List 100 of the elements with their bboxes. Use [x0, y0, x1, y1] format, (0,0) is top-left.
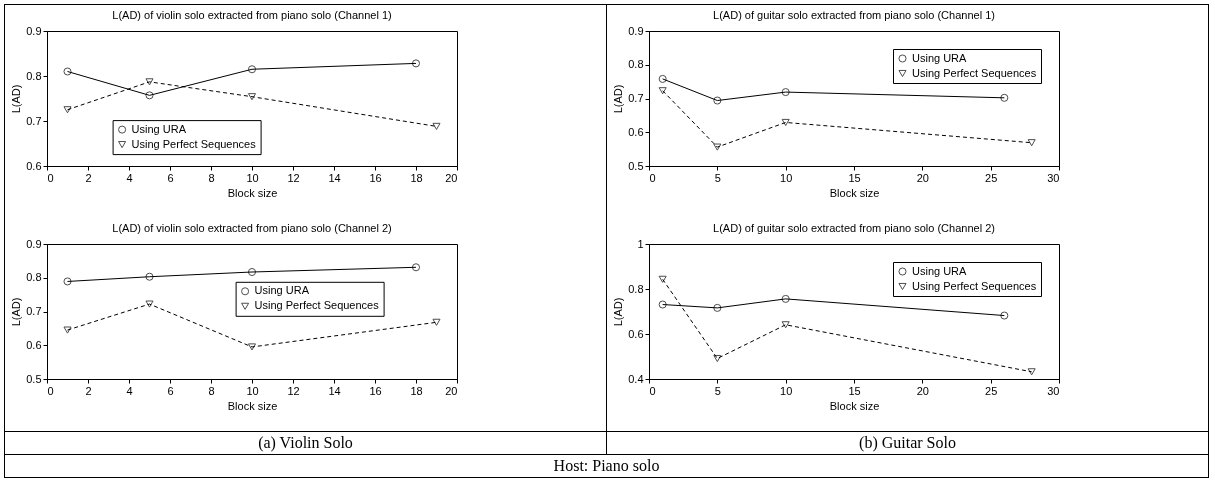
legend-label: Using Perfect Sequences — [912, 66, 1037, 79]
x-tick-label: 0 — [47, 384, 54, 397]
point — [1000, 93, 1009, 102]
point — [247, 93, 257, 101]
point — [145, 300, 154, 308]
text: (a) Violin Solo — [4, 431, 607, 455]
point — [411, 59, 421, 68]
x-tick-label: 0 — [649, 171, 656, 184]
point — [145, 91, 154, 100]
y-tick-label: 0.8 — [628, 282, 644, 295]
x-tick-label: 10 — [246, 384, 259, 397]
x-tick-label: 18 — [410, 171, 423, 184]
chart-title: L(AD) of violin solo extracted from piano solo (Channel 1) — [112, 9, 392, 21]
legend-label: Using Perfect Sequences — [131, 137, 257, 150]
point — [658, 275, 667, 283]
x-tick-label: 25 — [985, 171, 998, 184]
point — [713, 96, 722, 105]
x-tick-label: 2 — [85, 384, 92, 397]
chart-title: L(AD) of guitar solo extracted from piano solo (Channel 2) — [713, 222, 995, 234]
legend-label: Using URA — [912, 51, 968, 64]
x-tick-label: 8 — [208, 171, 215, 184]
y-tick-label: 0.5 — [628, 159, 644, 172]
point — [1000, 311, 1009, 320]
point — [63, 326, 72, 334]
x-tick-label: 6 — [167, 171, 174, 184]
x-tick-label: 10 — [780, 171, 793, 184]
point — [432, 122, 441, 130]
point — [658, 74, 667, 83]
x-tick-label: 30 — [1047, 171, 1060, 184]
x-axis-title: Block size — [227, 186, 278, 199]
y-tick-label: 0.8 — [26, 271, 42, 284]
legend-label: Using URA — [912, 264, 968, 277]
y-tick-label: 0.9 — [26, 237, 42, 250]
x-tick-label: 14 — [328, 384, 341, 397]
point — [411, 263, 421, 272]
x-tick-label: 20 — [916, 384, 929, 397]
x-axis-title: Block size — [829, 186, 880, 199]
point — [432, 318, 441, 326]
x-tick-label: 20 — [445, 384, 458, 397]
y-tick-label: 0.5 — [26, 372, 42, 385]
y-tick-label: 0.6 — [26, 338, 42, 351]
point — [145, 78, 154, 86]
y-tick-label: 0.7 — [628, 92, 644, 104]
x-tick-label: 16 — [369, 171, 382, 184]
text: Host: Piano solo — [4, 454, 1209, 478]
point — [1027, 139, 1036, 147]
y-tick-label: 0.8 — [628, 58, 644, 71]
x-tick-label: 6 — [167, 384, 174, 397]
y-axis-title: L(AD) — [612, 84, 625, 114]
x-tick-label: 0 — [47, 171, 54, 184]
point — [781, 294, 790, 303]
point — [658, 87, 667, 95]
x-axis-title: Block size — [227, 399, 278, 412]
x-tick-label: 10 — [780, 384, 793, 397]
y-tick-label: 1 — [637, 237, 644, 250]
y-axis-title: L(AD) — [10, 297, 23, 327]
point — [145, 272, 154, 281]
x-tick-label: 16 — [369, 384, 382, 397]
point — [781, 321, 790, 329]
x-tick-label: 12 — [287, 384, 300, 397]
point — [63, 67, 72, 76]
y-tick-label: 0.9 — [628, 24, 644, 37]
x-tick-label: 15 — [848, 171, 861, 184]
x-tick-label: 30 — [1047, 384, 1060, 397]
legend-label: Using Perfect Sequences — [912, 279, 1037, 292]
y-tick-label: 0.7 — [26, 114, 42, 127]
x-tick-label: 18 — [410, 384, 423, 397]
y-tick-label: 0.8 — [26, 69, 42, 82]
y-axis-title: L(AD) — [612, 297, 625, 327]
point — [247, 65, 257, 74]
point — [247, 267, 257, 277]
point — [713, 303, 722, 312]
y-tick-label: 0.6 — [26, 159, 42, 172]
x-tick-label: 5 — [714, 171, 721, 184]
x-axis-title: Block size — [829, 399, 880, 412]
x-tick-label: 20 — [916, 171, 929, 184]
x-tick-label: 15 — [848, 384, 861, 397]
y-tick-label: 0.9 — [26, 24, 42, 37]
legend-label: Using URA — [254, 284, 310, 297]
point — [247, 343, 257, 351]
chart-title: L(AD) of violin solo extracted from piano solo (Channel 2) — [112, 222, 392, 234]
x-tick-label: 14 — [328, 171, 341, 184]
x-tick-label: 4 — [126, 384, 133, 397]
point — [713, 143, 722, 151]
x-tick-label: 2 — [85, 171, 92, 184]
point — [658, 300, 667, 309]
chart-title: L(AD) of guitar solo extracted from piano solo (Channel 1) — [713, 9, 995, 21]
x-tick-label: 20 — [445, 171, 458, 184]
x-tick-label: 25 — [985, 384, 998, 397]
x-tick-label: 10 — [246, 171, 259, 184]
x-tick-label: 8 — [208, 384, 215, 397]
legend-label: Using Perfect Sequences — [254, 299, 380, 312]
point — [781, 118, 790, 127]
point — [63, 106, 72, 114]
point — [63, 277, 72, 286]
y-tick-label: 0.7 — [26, 305, 42, 317]
point — [781, 88, 790, 97]
x-tick-label: 5 — [714, 384, 721, 397]
y-tick-label: 0.6 — [628, 125, 644, 138]
x-tick-label: 4 — [126, 171, 133, 184]
